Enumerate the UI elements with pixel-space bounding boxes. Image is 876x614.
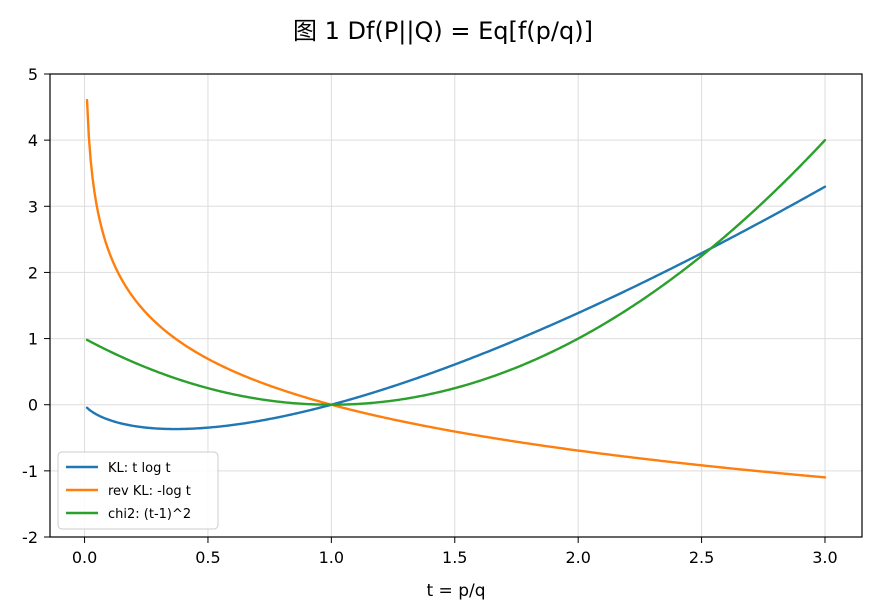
legend: KL: t log t rev KL: -log t chi2: (t-1)^2 [57,451,219,530]
legend-entry-label: rev KL: -log t [108,484,191,499]
x-tick-label: 2.0 [565,548,590,567]
grid-lines [50,73,862,538]
x-tick-label: 0.0 [72,548,97,567]
x-tick-label: 3.0 [812,548,837,567]
axis-ticks: 0.0 0.5 1.0 1.5 2.0 2.5 3.0 -2 -1 0 1 2 3 4 5 [22,65,838,567]
legend-box [57,451,219,530]
x-tick-label: 0.5 [195,548,220,567]
y-tick-label: 3 [28,197,38,216]
y-tick-label: 2 [28,263,38,282]
y-tick-label: -2 [22,528,38,547]
series-line-1 [85,98,827,479]
x-tick-label: 1.0 [319,548,344,567]
series-line-0 [85,185,827,431]
chart-title: 图 1 Df(P||Q) = Eq[f(p/q)] [293,17,593,45]
y-tick-label: 0 [28,396,38,415]
series-line-2 [85,138,827,406]
y-tick-label: 1 [28,330,38,349]
y-tick-label: 4 [28,131,38,150]
plot-frame [49,73,863,538]
legend-entry-label: chi2: (t-1)^2 [108,507,191,522]
series-layer [85,98,827,479]
legend-entry-label: KL: t log t [108,461,171,476]
x-tick-label: 1.5 [442,548,467,567]
x-axis-label: t = p/q [426,581,485,601]
y-tick-label: -1 [22,462,38,481]
y-tick-label: 5 [28,65,38,84]
x-tick-label: 2.5 [689,548,714,567]
